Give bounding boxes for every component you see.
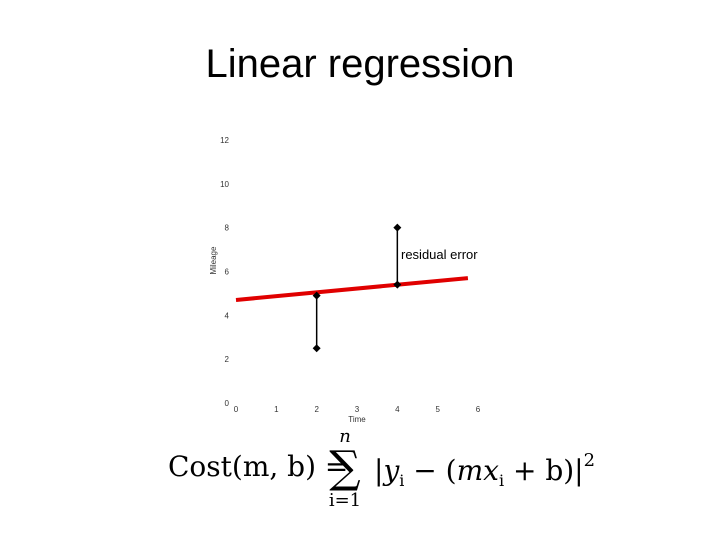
abs-open: | bbox=[374, 454, 384, 487]
m-variable: m bbox=[456, 454, 484, 487]
x-tick-label: 0 bbox=[234, 405, 239, 414]
plus-b: + b) bbox=[504, 454, 575, 487]
x-tick-label: 4 bbox=[395, 405, 400, 414]
x-variable: x bbox=[483, 454, 499, 487]
sum-lower-limit: i=1 bbox=[328, 490, 362, 511]
x-tick-label: 5 bbox=[435, 405, 440, 414]
sum-upper-limit: n bbox=[339, 426, 351, 447]
y-tick-label: 0 bbox=[225, 399, 230, 408]
x-axis-label: Time bbox=[348, 415, 366, 424]
sigma-symbol: ∑ bbox=[329, 442, 361, 493]
summation: n ∑ i=1 bbox=[320, 428, 370, 512]
power-exponent: 2 bbox=[583, 450, 596, 471]
y-tick-label: 4 bbox=[225, 311, 230, 320]
y-axis-label: Mileage bbox=[209, 246, 218, 275]
x-tick-label: 3 bbox=[355, 405, 360, 414]
minus-open: − ( bbox=[404, 454, 457, 487]
regression-line bbox=[235, 276, 469, 302]
y-tick-label: 2 bbox=[225, 355, 230, 364]
predicted-point bbox=[312, 291, 321, 300]
x-tick-label: 2 bbox=[314, 405, 319, 414]
predicted-point bbox=[393, 280, 402, 289]
abs-close: | bbox=[574, 454, 584, 487]
y-tick-label: 6 bbox=[225, 268, 230, 277]
y-tick-label: 10 bbox=[220, 180, 229, 189]
formula-rhs: |yi − (mxi + b)|2 bbox=[374, 450, 595, 490]
cost-formula: Cost(m, b) = n ∑ i=1 |yi − (mxi + b)|2 bbox=[168, 428, 595, 518]
y-tick-label: 8 bbox=[225, 224, 230, 233]
observed-point bbox=[393, 223, 402, 232]
y-tick-label: 12 bbox=[220, 136, 229, 145]
y-subscript: i bbox=[399, 471, 405, 490]
observed-point bbox=[312, 344, 321, 353]
y-variable: y bbox=[383, 454, 400, 487]
formula-lhs: Cost(m, b) = bbox=[168, 450, 349, 483]
slide-title: Linear regression bbox=[205, 42, 515, 86]
x-tick-label: 1 bbox=[274, 405, 279, 414]
x-subscript: i bbox=[498, 471, 505, 490]
x-tick-label: 6 bbox=[476, 405, 481, 414]
residual-error-annotation: residual error bbox=[401, 247, 478, 262]
